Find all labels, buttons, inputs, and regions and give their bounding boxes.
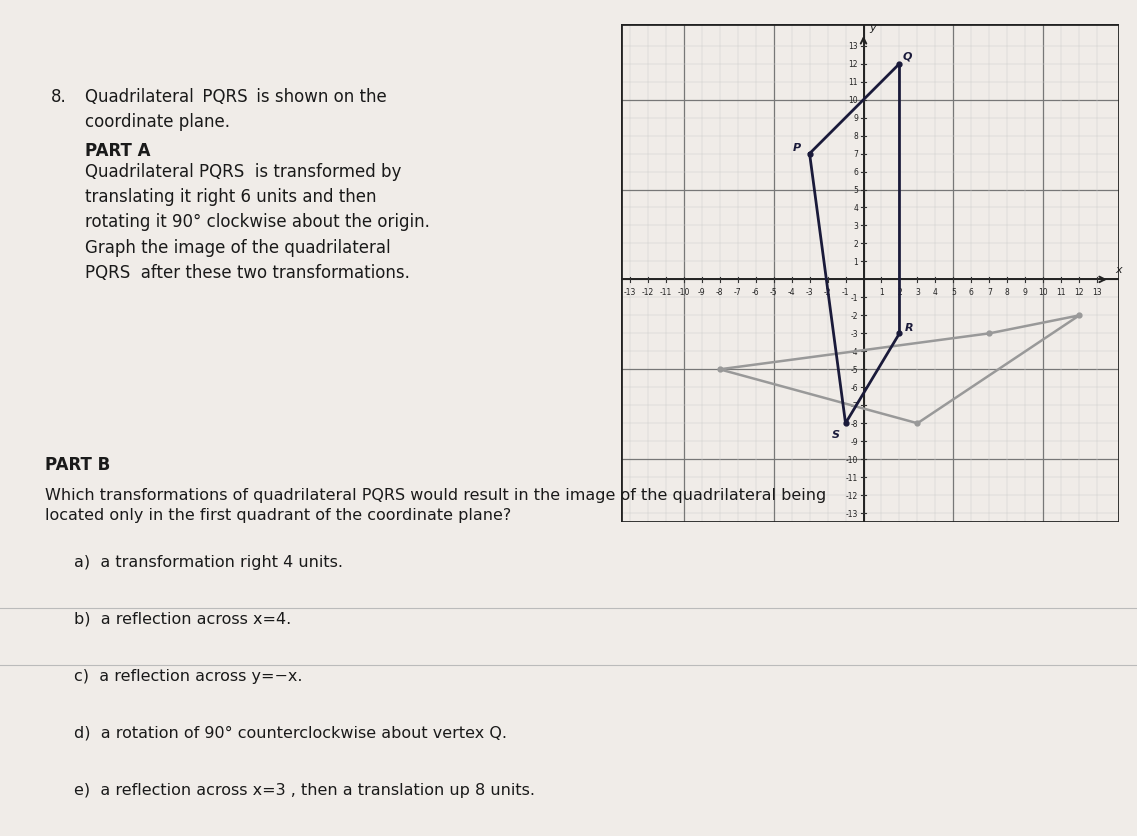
Text: -7: -7 — [733, 288, 741, 296]
Text: Quadrilateral  ​PQRS​  is shown on the
coordinate plane.: Quadrilateral ​PQRS​ is shown on the coo… — [85, 88, 387, 130]
Text: PART A: PART A — [85, 142, 151, 161]
Text: 5: 5 — [951, 288, 956, 296]
Text: S: S — [832, 429, 840, 439]
Text: 9: 9 — [1023, 288, 1028, 296]
Text: -4: -4 — [788, 288, 796, 296]
Text: 7: 7 — [853, 150, 858, 159]
Text: 5: 5 — [853, 186, 858, 195]
Text: R: R — [905, 322, 913, 332]
Text: -5: -5 — [770, 288, 778, 296]
Text: -3: -3 — [850, 329, 858, 339]
Text: -8: -8 — [716, 288, 723, 296]
Text: -5: -5 — [850, 365, 858, 375]
Text: 7: 7 — [987, 288, 991, 296]
Text: -10: -10 — [678, 288, 690, 296]
Text: ​​Graph​​ the image of the quadrilateral
PQRS  after these two transformations.: ​​Graph​​ the image of the quadrilateral… — [85, 238, 410, 281]
Text: 8.: 8. — [51, 88, 67, 106]
Text: -13: -13 — [846, 509, 858, 518]
Text: Q: Q — [903, 51, 913, 61]
Text: 1: 1 — [879, 288, 883, 296]
Text: 9: 9 — [853, 114, 858, 123]
Text: 13: 13 — [848, 42, 858, 51]
Text: -2: -2 — [850, 312, 858, 320]
Text: 10: 10 — [848, 96, 858, 105]
Text: 1: 1 — [854, 257, 858, 267]
Text: 11: 11 — [848, 78, 858, 87]
Text: Quadrilateral ​PQRS​  is transformed by
translating it right 6 units and then
ro: Quadrilateral ​PQRS​ is transformed by t… — [85, 163, 430, 231]
Text: 13: 13 — [1093, 288, 1102, 296]
Text: 2: 2 — [897, 288, 902, 296]
Text: -1: -1 — [841, 288, 849, 296]
Text: -13: -13 — [623, 288, 636, 296]
Text: 2: 2 — [854, 240, 858, 248]
Text: -6: -6 — [752, 288, 760, 296]
Text: -11: -11 — [659, 288, 672, 296]
Text: x: x — [1115, 265, 1122, 275]
Text: b)  a reflection across x=4.: b) a reflection across x=4. — [74, 611, 291, 626]
Text: -9: -9 — [698, 288, 706, 296]
Text: 6: 6 — [853, 168, 858, 177]
Text: 8: 8 — [854, 132, 858, 141]
Text: Which transformations of quadrilateral PQRS would result in the image of the qua: Which transformations of quadrilateral P… — [45, 487, 827, 522]
Text: -7: -7 — [850, 401, 858, 410]
Text: -4: -4 — [850, 348, 858, 356]
Text: -2: -2 — [824, 288, 831, 296]
Text: d)  a rotation of 90° counterclockwise about vertex Q.: d) a rotation of 90° counterclockwise ab… — [74, 725, 507, 740]
Text: -3: -3 — [806, 288, 813, 296]
Text: 12: 12 — [1074, 288, 1084, 296]
Text: -12: -12 — [846, 491, 858, 500]
Text: 3: 3 — [915, 288, 920, 296]
Text: -6: -6 — [850, 384, 858, 392]
Text: 8: 8 — [1005, 288, 1010, 296]
Text: 6: 6 — [969, 288, 973, 296]
Text: -9: -9 — [850, 437, 858, 446]
Text: -1: -1 — [850, 293, 858, 303]
Text: e)  a reflection across x=3 , then a translation up 8 units.: e) a reflection across x=3 , then a tran… — [74, 782, 534, 797]
Text: c)  a reflection across y=−x.: c) a reflection across y=−x. — [74, 668, 302, 683]
Text: y: y — [869, 23, 875, 33]
Text: -10: -10 — [846, 455, 858, 464]
Text: PART B: PART B — [45, 456, 110, 474]
Text: 4: 4 — [933, 288, 938, 296]
Text: 12: 12 — [848, 60, 858, 69]
Text: 4: 4 — [853, 204, 858, 212]
Text: P: P — [792, 143, 800, 153]
Text: a)  a transformation right 4 units.: a) a transformation right 4 units. — [74, 554, 343, 569]
Text: 11: 11 — [1056, 288, 1067, 296]
Text: -11: -11 — [846, 473, 858, 482]
Text: 10: 10 — [1038, 288, 1048, 296]
Text: -12: -12 — [641, 288, 654, 296]
Text: -8: -8 — [850, 419, 858, 428]
Text: 3: 3 — [853, 222, 858, 231]
